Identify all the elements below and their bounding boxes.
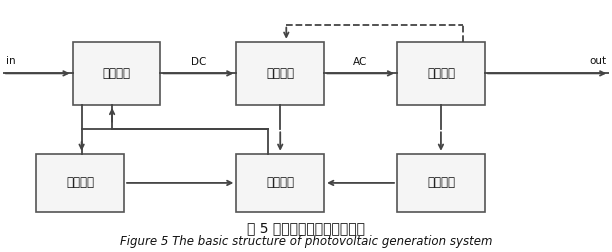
Bar [236, 42, 324, 105]
Text: 输出电路: 输出电路 [427, 67, 455, 80]
Bar [72, 42, 160, 105]
Bar [236, 154, 324, 212]
Text: 输入电路: 输入电路 [102, 67, 130, 80]
Text: 逆变电路: 逆变电路 [266, 67, 294, 80]
Text: 控制电路: 控制电路 [266, 176, 294, 190]
Text: 图 5 光伏逆变系统基本结构图: 图 5 光伏逆变系统基本结构图 [247, 221, 365, 235]
Text: 辅助电路: 辅助电路 [66, 176, 94, 190]
Text: 保护电路: 保护电路 [427, 176, 455, 190]
Bar [397, 154, 485, 212]
Text: AC: AC [353, 57, 368, 67]
Text: in: in [6, 56, 15, 66]
Text: out: out [589, 56, 606, 66]
Text: DC: DC [191, 57, 206, 67]
Bar [397, 42, 485, 105]
Text: Figure 5 The basic structure of photovoltaic generation system: Figure 5 The basic structure of photovol… [120, 235, 492, 248]
Bar [36, 154, 124, 212]
